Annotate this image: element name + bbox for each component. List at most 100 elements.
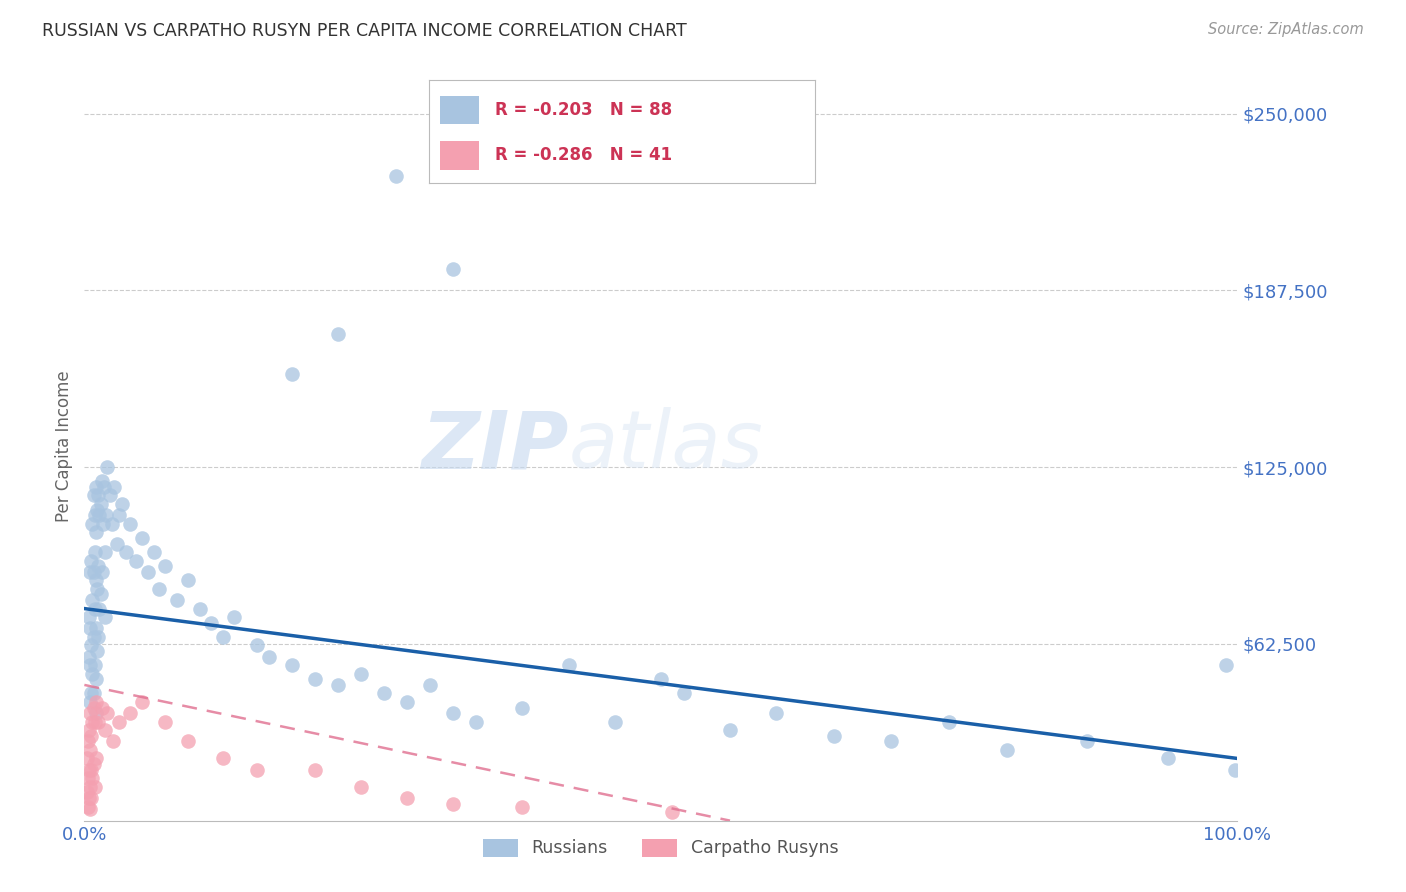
Point <box>120 706 142 721</box>
Point <box>200 615 222 630</box>
Point <box>115 545 138 559</box>
Text: Source: ZipAtlas.com: Source: ZipAtlas.com <box>1208 22 1364 37</box>
Point <box>1215 658 1237 673</box>
Point <box>82 666 104 681</box>
Point <box>87 630 110 644</box>
Point <box>148 582 170 596</box>
Point <box>1076 734 1098 748</box>
Point <box>153 559 176 574</box>
Point <box>79 743 101 757</box>
Legend: Russians, Carpatho Rusyns: Russians, Carpatho Rusyns <box>477 831 845 864</box>
Point <box>246 638 269 652</box>
Point <box>131 695 153 709</box>
Point <box>718 723 741 738</box>
Point <box>84 574 107 588</box>
Point <box>80 791 103 805</box>
Point <box>441 262 464 277</box>
Point <box>83 757 105 772</box>
Point <box>83 686 105 700</box>
Point <box>103 480 125 494</box>
Point <box>83 488 105 502</box>
Point <box>304 763 326 777</box>
Point <box>93 480 115 494</box>
Point <box>373 686 395 700</box>
Point <box>80 638 103 652</box>
Point <box>84 673 107 687</box>
Point <box>177 734 200 748</box>
Point <box>396 695 419 709</box>
Point <box>83 545 105 559</box>
Point <box>603 714 626 729</box>
Point <box>90 565 112 579</box>
Point <box>83 630 105 644</box>
Point <box>76 785 98 799</box>
Point <box>441 706 464 721</box>
Point <box>86 502 108 516</box>
Point <box>80 763 103 777</box>
Point <box>246 763 269 777</box>
Point <box>650 673 672 687</box>
Point <box>96 460 118 475</box>
Point <box>79 621 101 635</box>
Point <box>84 525 107 540</box>
Point <box>419 678 441 692</box>
Point <box>938 714 960 729</box>
Text: R = -0.203   N = 88: R = -0.203 N = 88 <box>495 101 672 119</box>
Point <box>166 593 188 607</box>
Point <box>79 658 101 673</box>
Point <box>79 565 101 579</box>
Point <box>120 516 142 531</box>
Bar <box>440 141 479 169</box>
Point <box>87 559 110 574</box>
Point <box>89 508 111 523</box>
Point <box>177 574 200 588</box>
Point <box>441 797 464 811</box>
Point <box>89 601 111 615</box>
Point <box>326 678 349 692</box>
Point <box>98 488 121 502</box>
Point <box>83 508 105 523</box>
Point <box>80 553 103 567</box>
Point <box>79 802 101 816</box>
Point <box>281 367 304 381</box>
Point <box>87 488 110 502</box>
Point <box>79 695 101 709</box>
Point <box>111 497 134 511</box>
Point <box>77 791 100 805</box>
Point <box>512 700 534 714</box>
Text: RUSSIAN VS CARPATHO RUSYN PER CAPITA INCOME CORRELATION CHART: RUSSIAN VS CARPATHO RUSYN PER CAPITA INC… <box>42 22 688 40</box>
Point <box>396 791 419 805</box>
Point <box>84 621 107 635</box>
Point <box>108 714 131 729</box>
Point <box>136 565 159 579</box>
Point <box>125 553 148 567</box>
Point <box>83 601 105 615</box>
Point <box>84 751 107 765</box>
Point <box>350 666 373 681</box>
Point <box>823 729 845 743</box>
Point <box>384 169 406 183</box>
Point <box>77 723 100 738</box>
Point <box>304 673 326 687</box>
Point <box>89 587 111 601</box>
Point <box>91 516 114 531</box>
Point <box>87 714 110 729</box>
Point <box>76 771 98 785</box>
Point <box>90 475 112 489</box>
Point <box>995 743 1018 757</box>
Point <box>90 700 112 714</box>
Point <box>82 593 104 607</box>
Point <box>512 799 534 814</box>
Point <box>1223 763 1246 777</box>
Point <box>79 706 101 721</box>
Point <box>557 658 579 673</box>
Point <box>82 714 104 729</box>
Point <box>83 658 105 673</box>
Point <box>211 630 233 644</box>
Point <box>82 771 104 785</box>
Point <box>153 714 176 729</box>
Bar <box>440 95 479 124</box>
Point <box>82 516 104 531</box>
Point <box>79 780 101 794</box>
Point <box>105 536 128 550</box>
